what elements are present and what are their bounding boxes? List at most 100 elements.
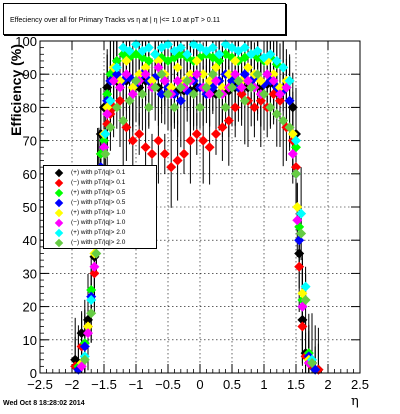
- data-point: [150, 82, 161, 93]
- data-point: [166, 162, 177, 173]
- data-point: [278, 115, 289, 126]
- x-tick-label: 0: [196, 377, 203, 392]
- x-tick-label: −2: [65, 377, 80, 392]
- y-tick-label: 60: [23, 167, 37, 182]
- data-point: [169, 102, 180, 113]
- data-point: [100, 128, 111, 139]
- data-point: [207, 42, 218, 53]
- x-tick-label: 1: [260, 377, 267, 392]
- data-point: [214, 89, 225, 100]
- y-tick-label: 100: [15, 34, 37, 49]
- data-point: [292, 215, 303, 226]
- data-point: [172, 155, 183, 166]
- legend-label: (+) with pT/|q|> 1.0: [71, 209, 126, 216]
- data-point: [159, 148, 170, 159]
- data-point: [201, 82, 212, 93]
- tick-labels: −2.5 −2 −1.5 −1 −0.5 0 0.5 1 1.5 2 2.5 0 10 20 30 40 50 6…: [15, 34, 369, 392]
- data-point: [300, 294, 311, 305]
- data-point: [91, 248, 102, 259]
- data-point: [278, 62, 289, 73]
- y-tick-label: 90: [23, 67, 37, 82]
- data-point: [182, 49, 193, 60]
- plot-frame: [39, 40, 361, 374]
- legend: (+) with pT/|q|> 0.1 (−) with pT/|q|> 0.1…: [43, 165, 157, 249]
- data-point: [172, 62, 183, 73]
- legend-label: (−) with pT/|q|> 0.1: [71, 179, 126, 186]
- data-point: [207, 69, 218, 80]
- data-point: [268, 75, 279, 86]
- timestamp: Wed Oct 8 18:28:02 2014: [3, 400, 85, 407]
- data-point: [76, 328, 87, 339]
- y-tick-label: 30: [23, 266, 37, 281]
- data-point: [307, 358, 317, 369]
- legend-label: (+) with pT/|q|> 0.1: [71, 169, 126, 176]
- data-point: [243, 62, 253, 73]
- data-point: [230, 102, 241, 113]
- data-point: [252, 45, 263, 56]
- legend-marker: [54, 208, 64, 218]
- data-point: [83, 328, 93, 339]
- data-point: [179, 148, 189, 159]
- y-axis-label: Efficiency (%): [8, 44, 24, 136]
- legend-entry: (−) with pT/|q|> 2.0: [44, 238, 156, 248]
- data-point: [86, 285, 97, 295]
- data-point: [255, 75, 266, 86]
- data-point: [294, 248, 305, 259]
- data-point: [86, 294, 97, 305]
- data-point: [131, 39, 141, 50]
- x-tick-label: 2: [324, 377, 331, 392]
- data-point: [297, 314, 308, 325]
- legend-marker: [54, 178, 64, 188]
- legend-label: (−) with pT/|q|> 1.0: [71, 219, 126, 226]
- data-point: [83, 321, 93, 332]
- y-tick-label: 0: [30, 366, 37, 381]
- legend-marker: [54, 188, 64, 198]
- data-point: [121, 69, 132, 80]
- data-point: [102, 109, 113, 120]
- data-point: [198, 69, 209, 80]
- data-point: [204, 142, 215, 153]
- data-point: [230, 55, 241, 66]
- data-point: [111, 62, 122, 73]
- legend-entry: (−) with pT/|q|> 0.1: [44, 178, 156, 188]
- data-point: [153, 135, 164, 146]
- data-point: [156, 69, 167, 80]
- legend-marker: [54, 238, 64, 248]
- chart-title-box: Effeciency over all for Primary Tracks v…: [3, 3, 286, 35]
- x-tick-label: −1.5: [91, 377, 117, 392]
- data-point: [191, 128, 202, 139]
- data-point: [140, 69, 151, 80]
- data-point: [246, 49, 257, 60]
- legend-entry: (−) with pT/|q|> 0.5: [44, 198, 156, 208]
- data-point: [147, 148, 157, 159]
- data-point: [271, 109, 282, 120]
- data-point: [156, 89, 167, 100]
- data-point: [185, 135, 196, 146]
- data-point: [227, 82, 237, 93]
- data-point: [211, 128, 221, 139]
- legend-entry: (+) with pT/|q|> 0.1: [44, 168, 156, 178]
- data-point: [292, 202, 303, 212]
- data-point: [150, 49, 161, 60]
- x-tick-label: 1.5: [287, 377, 305, 392]
- data-point: [275, 82, 285, 93]
- y-tick-label: 50: [23, 200, 37, 215]
- data-point: [296, 228, 307, 239]
- data-point: [175, 82, 186, 93]
- data-point: [284, 95, 295, 106]
- data-point: [175, 95, 186, 106]
- data-point: [284, 75, 295, 86]
- data-point: [89, 261, 100, 272]
- legend-label: (+) with pT/|q|> 2.0: [71, 229, 126, 236]
- data-point: [99, 135, 109, 146]
- data-point: [233, 75, 244, 86]
- data-point: [105, 122, 116, 133]
- legend-marker: [54, 198, 64, 208]
- data-point: [300, 281, 311, 292]
- data-point: [182, 75, 193, 86]
- data-point: [291, 135, 301, 146]
- legend-marker: [54, 228, 64, 238]
- x-tick-label: 0.5: [223, 377, 241, 392]
- data-point: [111, 102, 122, 113]
- data-point: [271, 55, 282, 66]
